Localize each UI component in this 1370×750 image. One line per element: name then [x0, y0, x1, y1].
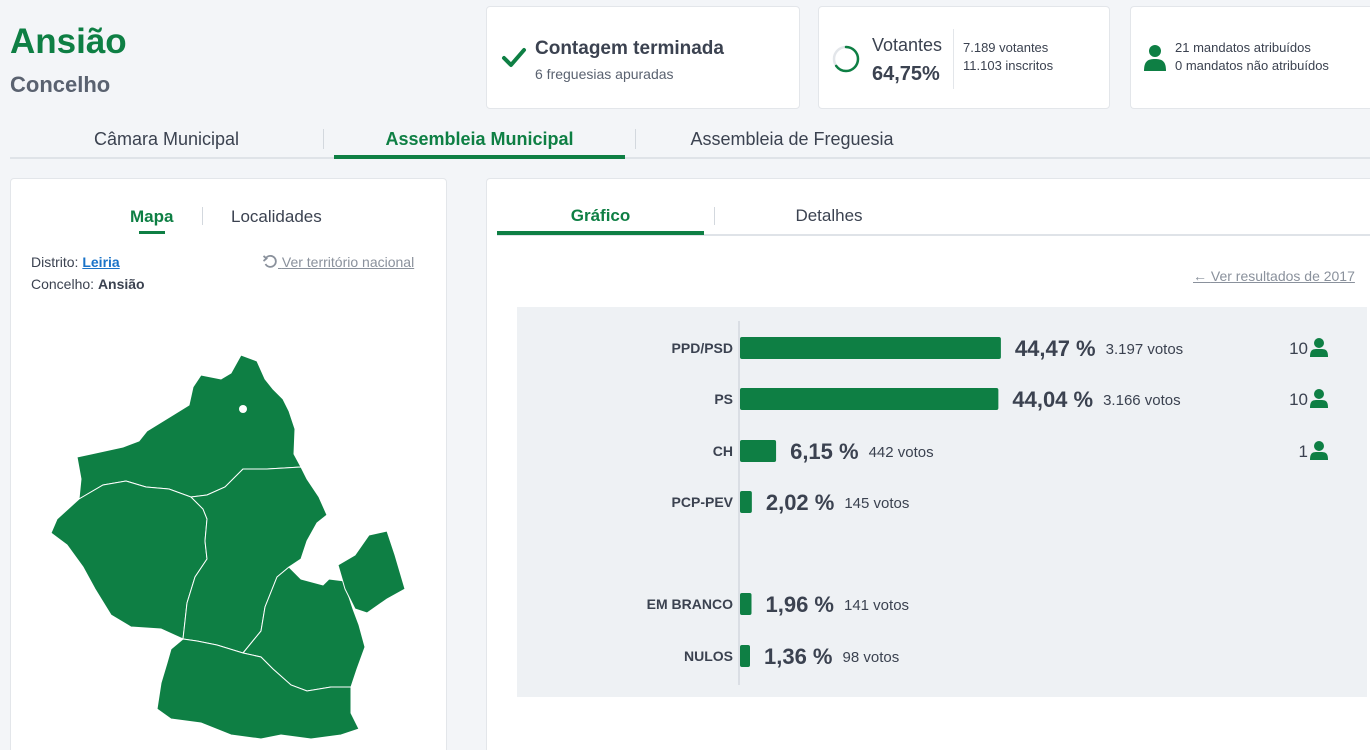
district-link[interactable]: Leiria	[82, 254, 120, 270]
chart-panel: Gráfico Detalhes ← Ver resultados de 201…	[486, 178, 1370, 750]
parish-south[interactable]	[156, 638, 360, 740]
voters-card: Votantes 64,75% 7.189 votantes 11.103 in…	[818, 6, 1110, 109]
percent-label: 1,96 %	[765, 592, 834, 617]
page-title: Ansião	[10, 22, 127, 61]
person-icon	[1314, 338, 1324, 348]
votes-label: 442 votos	[869, 444, 934, 461]
tab-localidades[interactable]: Localidades	[231, 207, 322, 226]
category-label: PPD/PSD	[672, 340, 733, 356]
result-bar	[740, 491, 752, 513]
tab-divider	[323, 129, 324, 149]
status-title: Contagem terminada	[535, 38, 724, 59]
person-icon	[1310, 452, 1328, 460]
tab-grafico[interactable]: Gráfico	[570, 206, 631, 225]
tab-divider	[635, 129, 636, 149]
result-bar	[740, 645, 750, 667]
percent-label: 44,47 %	[1015, 336, 1096, 361]
votes-label: 3.197 votos	[1106, 341, 1184, 358]
tab-divider	[202, 207, 203, 225]
mandates-assigned: 21 mandatos atribuídos	[1175, 40, 1311, 55]
person-icon	[1144, 45, 1166, 71]
turnout-progress-ring	[832, 45, 860, 73]
category-label: PS	[714, 391, 733, 407]
previous-results-label: Ver resultados de 2017	[1210, 268, 1355, 284]
parish-west[interactable]	[50, 480, 208, 640]
mandates-unassigned: 0 mandatos não atribuídos	[1175, 58, 1329, 73]
person-icon	[1314, 389, 1324, 399]
votes-label: 141 votos	[844, 597, 909, 614]
person-icon	[1310, 349, 1328, 357]
active-tab-indicator	[497, 231, 704, 235]
status-subtitle: 6 freguesias apuradas	[535, 66, 674, 82]
votes-label: 98 votos	[843, 649, 900, 666]
district-label: Distrito:	[31, 254, 79, 270]
votes-label: 3.166 votos	[1103, 392, 1181, 409]
chart-background	[517, 307, 1367, 697]
person-icon	[1314, 441, 1324, 451]
arrow-left-icon: ←	[1193, 268, 1207, 284]
mandates-label: 10	[1289, 390, 1308, 409]
category-label: CH	[713, 443, 733, 459]
parish-map	[50, 354, 406, 740]
percent-label: 1,36 %	[764, 644, 833, 669]
chart-tabs: Gráfico Detalhes	[497, 179, 1370, 236]
divider	[953, 29, 954, 89]
page-subtitle: Concelho	[10, 72, 111, 97]
category-label: NULOS	[684, 648, 733, 664]
map-lake	[239, 405, 247, 413]
tab-assembleia-freguesia[interactable]: Assembleia de Freguesia	[690, 129, 894, 149]
tab-detalhes[interactable]: Detalhes	[795, 206, 863, 225]
check-icon	[502, 48, 526, 67]
previous-results-link[interactable]: ← Ver resultados de 2017	[1193, 268, 1355, 284]
district-row: Distrito: Leiria	[31, 254, 120, 270]
category-label: PCP-PEV	[672, 494, 734, 510]
council-value: Ansião	[97, 276, 145, 292]
tab-assembleia-municipal[interactable]: Assembleia Municipal	[385, 129, 574, 149]
parish-east[interactable]	[337, 530, 406, 614]
national-territory-link[interactable]: Ver território nacional	[262, 254, 415, 270]
council-row: Concelho: Ansião	[31, 276, 145, 292]
turnout-percent: 64,75%	[872, 63, 940, 85]
tab-divider	[714, 207, 715, 225]
national-territory-label: Ver território nacional	[281, 254, 415, 270]
voters-label: Votantes	[872, 35, 943, 55]
result-bar	[740, 593, 752, 615]
mandates-label: 1	[1299, 442, 1308, 461]
percent-label: 44,04 %	[1012, 387, 1093, 412]
voters-count: 7.189 votantes	[963, 40, 1049, 55]
category-label: EM BRANCO	[647, 596, 733, 612]
result-bar	[740, 440, 777, 462]
person-icon	[1310, 400, 1328, 408]
tab-mapa[interactable]: Mapa	[130, 207, 174, 226]
election-type-tabs: Câmara Municipal Assembleia Municipal As…	[10, 124, 1370, 159]
percent-label: 6,15 %	[790, 439, 859, 464]
percent-label: 2,02 %	[766, 490, 835, 515]
results-bar-chart: PPD/PSD 44,47 % 3.197 votos 10 PS 44,04 % 3.16…	[517, 307, 1367, 697]
tab-camara-municipal[interactable]: Câmara Municipal	[93, 129, 240, 149]
result-bar	[740, 388, 999, 410]
undo-icon	[262, 255, 277, 268]
count-status-card: Contagem terminada 6 freguesias apuradas	[486, 6, 800, 109]
registered-count: 11.103 inscritos	[963, 58, 1054, 73]
mandates-card: 21 mandatos atribuídos 0 mandatos não at…	[1130, 6, 1370, 109]
map-panel: Mapa Localidades Distrito: Leiria Concel…	[10, 178, 447, 750]
votes-label: 145 votos	[844, 495, 909, 512]
result-bar	[740, 337, 1001, 359]
active-tab-indicator	[139, 231, 165, 234]
mandates-label: 10	[1289, 339, 1308, 358]
council-label: Concelho:	[31, 276, 95, 292]
active-tab-indicator	[334, 155, 625, 159]
